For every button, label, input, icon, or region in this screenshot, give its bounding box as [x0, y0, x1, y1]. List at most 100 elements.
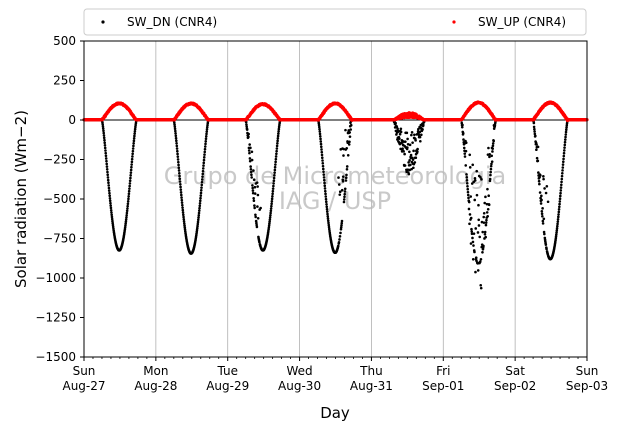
sw-dn-point — [200, 178, 204, 181]
sw-dn-point — [346, 153, 350, 157]
sw-dn-point — [558, 205, 561, 209]
sw-dn-point — [324, 200, 328, 204]
sw-dn-point — [248, 159, 252, 163]
sw-dn-point — [197, 216, 200, 219]
sw-dn-point — [339, 225, 343, 229]
sw-dn-point — [130, 160, 134, 164]
sw-dn-point — [268, 218, 272, 221]
sw-dn-point — [324, 197, 328, 201]
sw-dn-point — [174, 129, 177, 133]
sw-dn-point — [490, 162, 493, 166]
sw-dn-point — [204, 142, 207, 146]
sw-dn-point — [396, 127, 399, 131]
sw-dn-point — [250, 158, 254, 162]
sw-dn-point — [247, 135, 250, 139]
sw-dn-point — [540, 212, 544, 216]
sw-dn-point — [127, 189, 131, 193]
sw-dn-point — [326, 212, 329, 216]
sw-dn-point — [252, 199, 256, 203]
sw-dn-point — [410, 167, 413, 171]
sw-dn-point — [347, 143, 351, 146]
sw-dn-point — [178, 174, 181, 178]
sw-dn-point — [343, 187, 347, 191]
sw-dn-point — [127, 195, 130, 198]
y-tick-label: −250 — [43, 153, 76, 167]
sw-dn-point — [410, 131, 414, 134]
sw-dn-point — [461, 131, 465, 135]
sw-dn-point — [340, 188, 344, 192]
sw-dn-point — [345, 165, 349, 168]
sw-dn-point — [535, 156, 539, 160]
sw-dn-point — [533, 130, 536, 133]
sw-dn-point — [564, 128, 568, 131]
sw-dn-point — [561, 160, 565, 164]
sw-dn-point — [540, 198, 543, 202]
sw-dn-point — [475, 169, 479, 173]
sw-dn-point — [277, 125, 281, 129]
sw-dn-point — [198, 199, 202, 203]
sw-dn-point — [414, 139, 417, 142]
sw-dn-point — [343, 192, 347, 196]
sw-dn-point — [340, 221, 344, 225]
sw-dn-point — [199, 191, 203, 195]
sw-dn-point — [484, 223, 488, 227]
sw-dn-point — [200, 180, 204, 184]
sw-dn-point — [277, 132, 280, 135]
sw-dn-point — [563, 143, 567, 147]
sw-dn-point — [198, 206, 201, 210]
sw-dn-point — [270, 204, 273, 208]
sw-dn-point — [106, 178, 110, 182]
sw-dn-point — [177, 169, 181, 172]
sw-dn-point — [268, 220, 271, 223]
sw-dn-point — [276, 142, 279, 145]
sw-dn-point — [464, 141, 468, 145]
sw-dn-point — [198, 201, 202, 205]
sw-dn-point — [561, 169, 564, 172]
sw-dn-point — [248, 143, 251, 146]
sw-dn-point — [127, 192, 131, 196]
sw-dn-point — [205, 125, 209, 129]
sw-dn-point — [106, 173, 110, 176]
sw-dn-point — [128, 184, 131, 188]
sw-dn-point — [403, 164, 407, 167]
sw-dn-point — [540, 209, 544, 213]
sw-dn-point — [179, 191, 183, 194]
sw-dn-point — [197, 214, 201, 217]
x-tick-date: Aug-27 — [62, 379, 105, 393]
sw-dn-point — [273, 174, 276, 177]
sw-dn-point — [543, 187, 546, 190]
sw-dn-point — [267, 224, 271, 227]
sw-dn-point — [201, 167, 205, 170]
sw-dn-point — [180, 198, 184, 202]
legend-label-sw-up: SW_UP (CNR4) — [478, 15, 566, 29]
sw-dn-point — [404, 140, 407, 143]
sw-dn-point — [270, 200, 274, 203]
y-tick-label: −1000 — [35, 271, 76, 285]
sw-dn-point — [126, 200, 130, 203]
sw-dn-point — [199, 188, 203, 192]
sw-dn-point — [479, 283, 483, 287]
sw-dn-point — [326, 215, 330, 218]
sw-dn-point — [479, 286, 483, 290]
sw-dn-point — [274, 157, 278, 161]
sw-dn-point — [557, 213, 560, 216]
sw-dn-point — [561, 166, 565, 169]
x-tick-weekday: Wed — [286, 364, 312, 378]
sw-dn-point — [545, 185, 549, 188]
sw-dn-point — [342, 154, 345, 157]
sw-dn-point — [406, 168, 410, 172]
sw-dn-point — [562, 149, 566, 152]
sw-dn-point — [203, 147, 207, 151]
x-tick-weekday: Tue — [216, 364, 238, 378]
sw-dn-point — [107, 181, 110, 185]
sw-dn-point — [473, 250, 476, 254]
sw-dn-point — [472, 244, 475, 247]
sw-dn-point — [106, 170, 109, 174]
sw-dn-point — [131, 152, 134, 156]
sw-dn-point — [322, 173, 326, 176]
sw-dn-point — [471, 236, 474, 240]
sw-dn-point — [133, 132, 136, 135]
sw-dn-point — [180, 196, 183, 199]
sw-dn-point — [405, 131, 409, 135]
